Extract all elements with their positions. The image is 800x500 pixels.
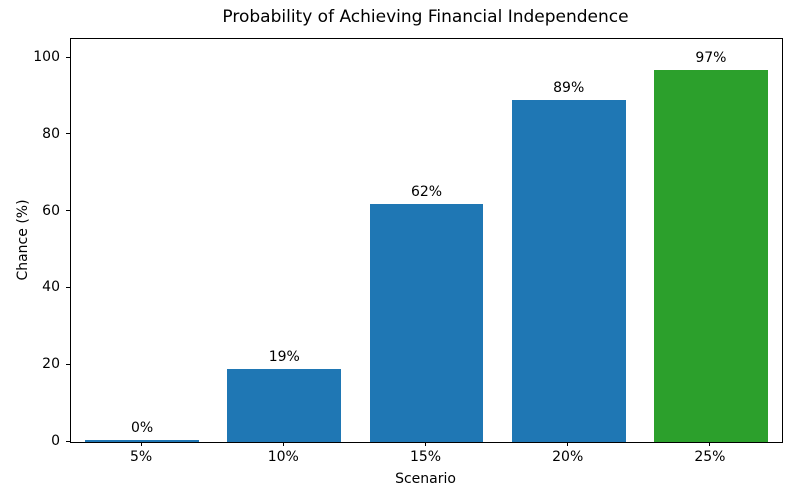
x-tick-mark	[567, 442, 569, 446]
y-tick-mark	[66, 363, 70, 365]
plot-area: 0% 19% 62% 89% 97%	[70, 38, 783, 443]
x-axis-label: Scenario	[395, 471, 456, 487]
y-tick-label: 100	[33, 49, 60, 66]
x-tick-mark	[140, 442, 142, 446]
x-tick-mark	[282, 442, 284, 446]
x-tick-label: 5%	[129, 449, 153, 465]
y-tick-label: 20	[42, 356, 60, 373]
y-tick-label: 40	[42, 279, 60, 296]
y-tick-mark	[66, 286, 70, 288]
y-tick-mark	[66, 133, 70, 135]
y-tick-mark	[66, 210, 70, 212]
bar-10%	[227, 369, 342, 442]
y-tick-mark	[66, 440, 70, 442]
bar-15%	[369, 204, 484, 442]
bar-value-label: 89%	[553, 80, 585, 97]
chart-title: Probability of Achieving Financial Indep…	[222, 7, 629, 27]
bar-value-label: 97%	[695, 49, 727, 66]
y-tick-label: 0	[51, 433, 60, 449]
x-tick-label: 25%	[694, 449, 726, 465]
x-tick-mark	[425, 442, 426, 446]
y-tick-label: 60	[42, 202, 60, 219]
x-tick-label: 10%	[267, 449, 299, 465]
x-tick-label: 15%	[409, 449, 442, 465]
x-tick-mark	[709, 442, 711, 446]
x-tick-label: 20%	[552, 449, 584, 465]
bar-5%	[85, 440, 199, 442]
y-tick-label: 80	[42, 125, 60, 142]
bar-20%	[511, 100, 626, 442]
y-tick-mark	[66, 56, 70, 58]
bar-25%	[654, 69, 768, 442]
bar-value-label: 0%	[130, 420, 154, 436]
bar-value-label: 19%	[268, 349, 300, 366]
bar-value-label: 62%	[410, 184, 443, 201]
